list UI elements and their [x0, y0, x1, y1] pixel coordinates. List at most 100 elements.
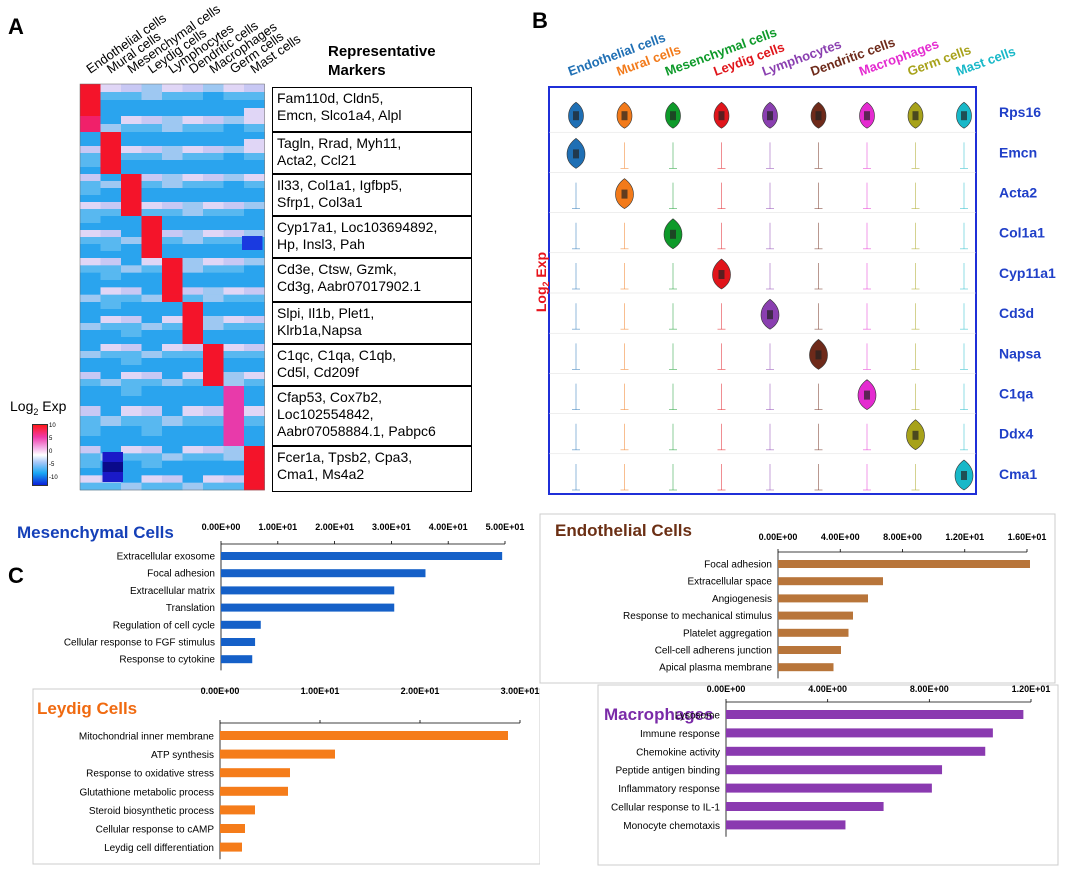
heatmap-cell: [162, 344, 183, 352]
heatmap-cell: [223, 100, 245, 109]
heatmap-cell: [162, 132, 183, 140]
heatmap-cell: [182, 372, 204, 380]
violin-box: [718, 270, 725, 279]
heatmap-cell: [100, 139, 122, 147]
violin-box: [912, 111, 919, 121]
heatmap-cell: [162, 216, 183, 224]
heatmap-cell: [162, 84, 183, 93]
heatmap-cell: [244, 132, 265, 140]
heatmap-cell: [121, 237, 142, 245]
heatmap-cell: [203, 337, 224, 345]
heatmap-cell: [80, 475, 101, 483]
heatmap-cell: [141, 280, 163, 288]
heatmap-cell: [100, 84, 122, 93]
heatmap-cell: [80, 302, 101, 310]
heatmap-cell: [244, 258, 265, 266]
heatmap-cell: [80, 139, 101, 147]
heatmap-cell: [162, 365, 183, 373]
heatmap-cell: [182, 323, 204, 331]
heatmap-cell: [80, 202, 101, 210]
marker-text: C1qc, C1qa, C1qb,: [277, 347, 397, 363]
heatmap-cell: [80, 426, 101, 437]
heatmap-cell: [203, 251, 224, 259]
heatmap-cell: [244, 188, 265, 196]
heatmap-cell: [182, 446, 204, 454]
heatmap-cell: [244, 84, 265, 93]
heatmap-cell: [80, 372, 101, 380]
heatmap-cell: [121, 406, 142, 417]
heatmap-cell: [223, 330, 245, 338]
heatmap-cell: [244, 386, 265, 397]
heatmap-cell: [121, 181, 142, 189]
heatmap-cell: [100, 188, 122, 196]
bar-chart-title: Leydig Cells: [37, 699, 137, 718]
markers-title-line1: Representative: [328, 43, 436, 60]
marker-text: Klrb1a,Napsa: [277, 322, 362, 338]
heatmap-cell: [223, 294, 245, 303]
bar-chart-category-label: Extracellular matrix: [130, 586, 215, 597]
heatmap-cell: [223, 482, 245, 491]
bar-chart-bar: [778, 628, 849, 637]
bar-chart-category-label: Mitochondrial inner membrane: [79, 732, 215, 743]
heatmap-cell: [100, 482, 122, 491]
heatmap-cell: [121, 230, 142, 238]
heatmap-cell: [121, 280, 142, 288]
heatmap-cell: [182, 294, 204, 303]
bar-chart-tick-label: 5.00E+01: [486, 522, 525, 532]
heatmap-cell: [223, 92, 245, 101]
heatmap-cell: [182, 195, 204, 203]
heatmap-cell: [223, 436, 245, 447]
marker-box-mesenchymal: Il33, Col1a1, Igfbp5, Sfrp1, Col3a1: [272, 174, 472, 216]
heatmap-cell: [141, 294, 163, 303]
marker-text: Il33, Col1a1, Igfbp5,: [277, 177, 403, 193]
heatmap-cell: [141, 468, 163, 476]
heatmap-cell: [162, 386, 183, 397]
heatmap-cell: [121, 209, 142, 217]
heatmap-cell: [80, 209, 101, 217]
heatmap-cell: [80, 379, 101, 387]
heatmap-cell: [141, 244, 163, 252]
heatmap-cell: [244, 351, 265, 359]
heatmap-cell: [244, 108, 265, 117]
heatmap-cell: [182, 265, 204, 273]
heatmap-cell: [100, 223, 122, 231]
heatmap-cell: [244, 294, 265, 303]
marker-box-dendritic: Slpi, Il1b, Plet1, Klrb1a,Napsa: [272, 302, 472, 344]
heatmap-cell: [182, 406, 204, 417]
marker-text: Fcer1a, Tpsb2, Cpa3,: [277, 449, 413, 465]
heatmap-cell: [223, 202, 245, 210]
bar-chart-bar: [221, 552, 503, 560]
violin-gene-label: Emcn: [999, 144, 1037, 160]
heatmap-cell: [80, 223, 101, 231]
heatmap-cell: [162, 460, 183, 469]
heatmap-cell: [80, 453, 101, 461]
heatmap-cell: [80, 436, 101, 447]
heatmap-cell: [162, 358, 183, 366]
heatmap-cell: [182, 237, 204, 245]
violin-box: [864, 390, 870, 400]
heatmap-cell: [162, 139, 183, 147]
heatmap-cell: [182, 258, 204, 266]
heatmap-cell: [223, 139, 245, 147]
heatmap-cell: [244, 202, 265, 210]
heatmap-cell: [223, 323, 245, 331]
heatmap-cell: [141, 323, 163, 331]
heatmap-cell: [121, 386, 142, 397]
heatmap-cell: [182, 379, 204, 387]
heatmap-cell: [162, 265, 183, 273]
heatmap-cell: [203, 294, 224, 303]
heatmap-cell: [80, 330, 101, 338]
heatmap-cell: [80, 309, 101, 317]
bar-chart-tick-label: 8.00E+00: [910, 684, 949, 694]
heatmap-cell: [203, 188, 224, 196]
heatmap-cell: [121, 302, 142, 310]
heatmap-cell: [100, 446, 122, 454]
heatmap-cell: [141, 330, 163, 338]
heatmap-cell: [223, 272, 245, 281]
heatmap-cell: [141, 309, 163, 317]
violin-plots: [549, 101, 976, 491]
heatmap-cell: [80, 244, 101, 252]
bar-chart-tick-label: 3.00E+01: [372, 522, 411, 532]
heatmap-cell: [223, 251, 245, 259]
